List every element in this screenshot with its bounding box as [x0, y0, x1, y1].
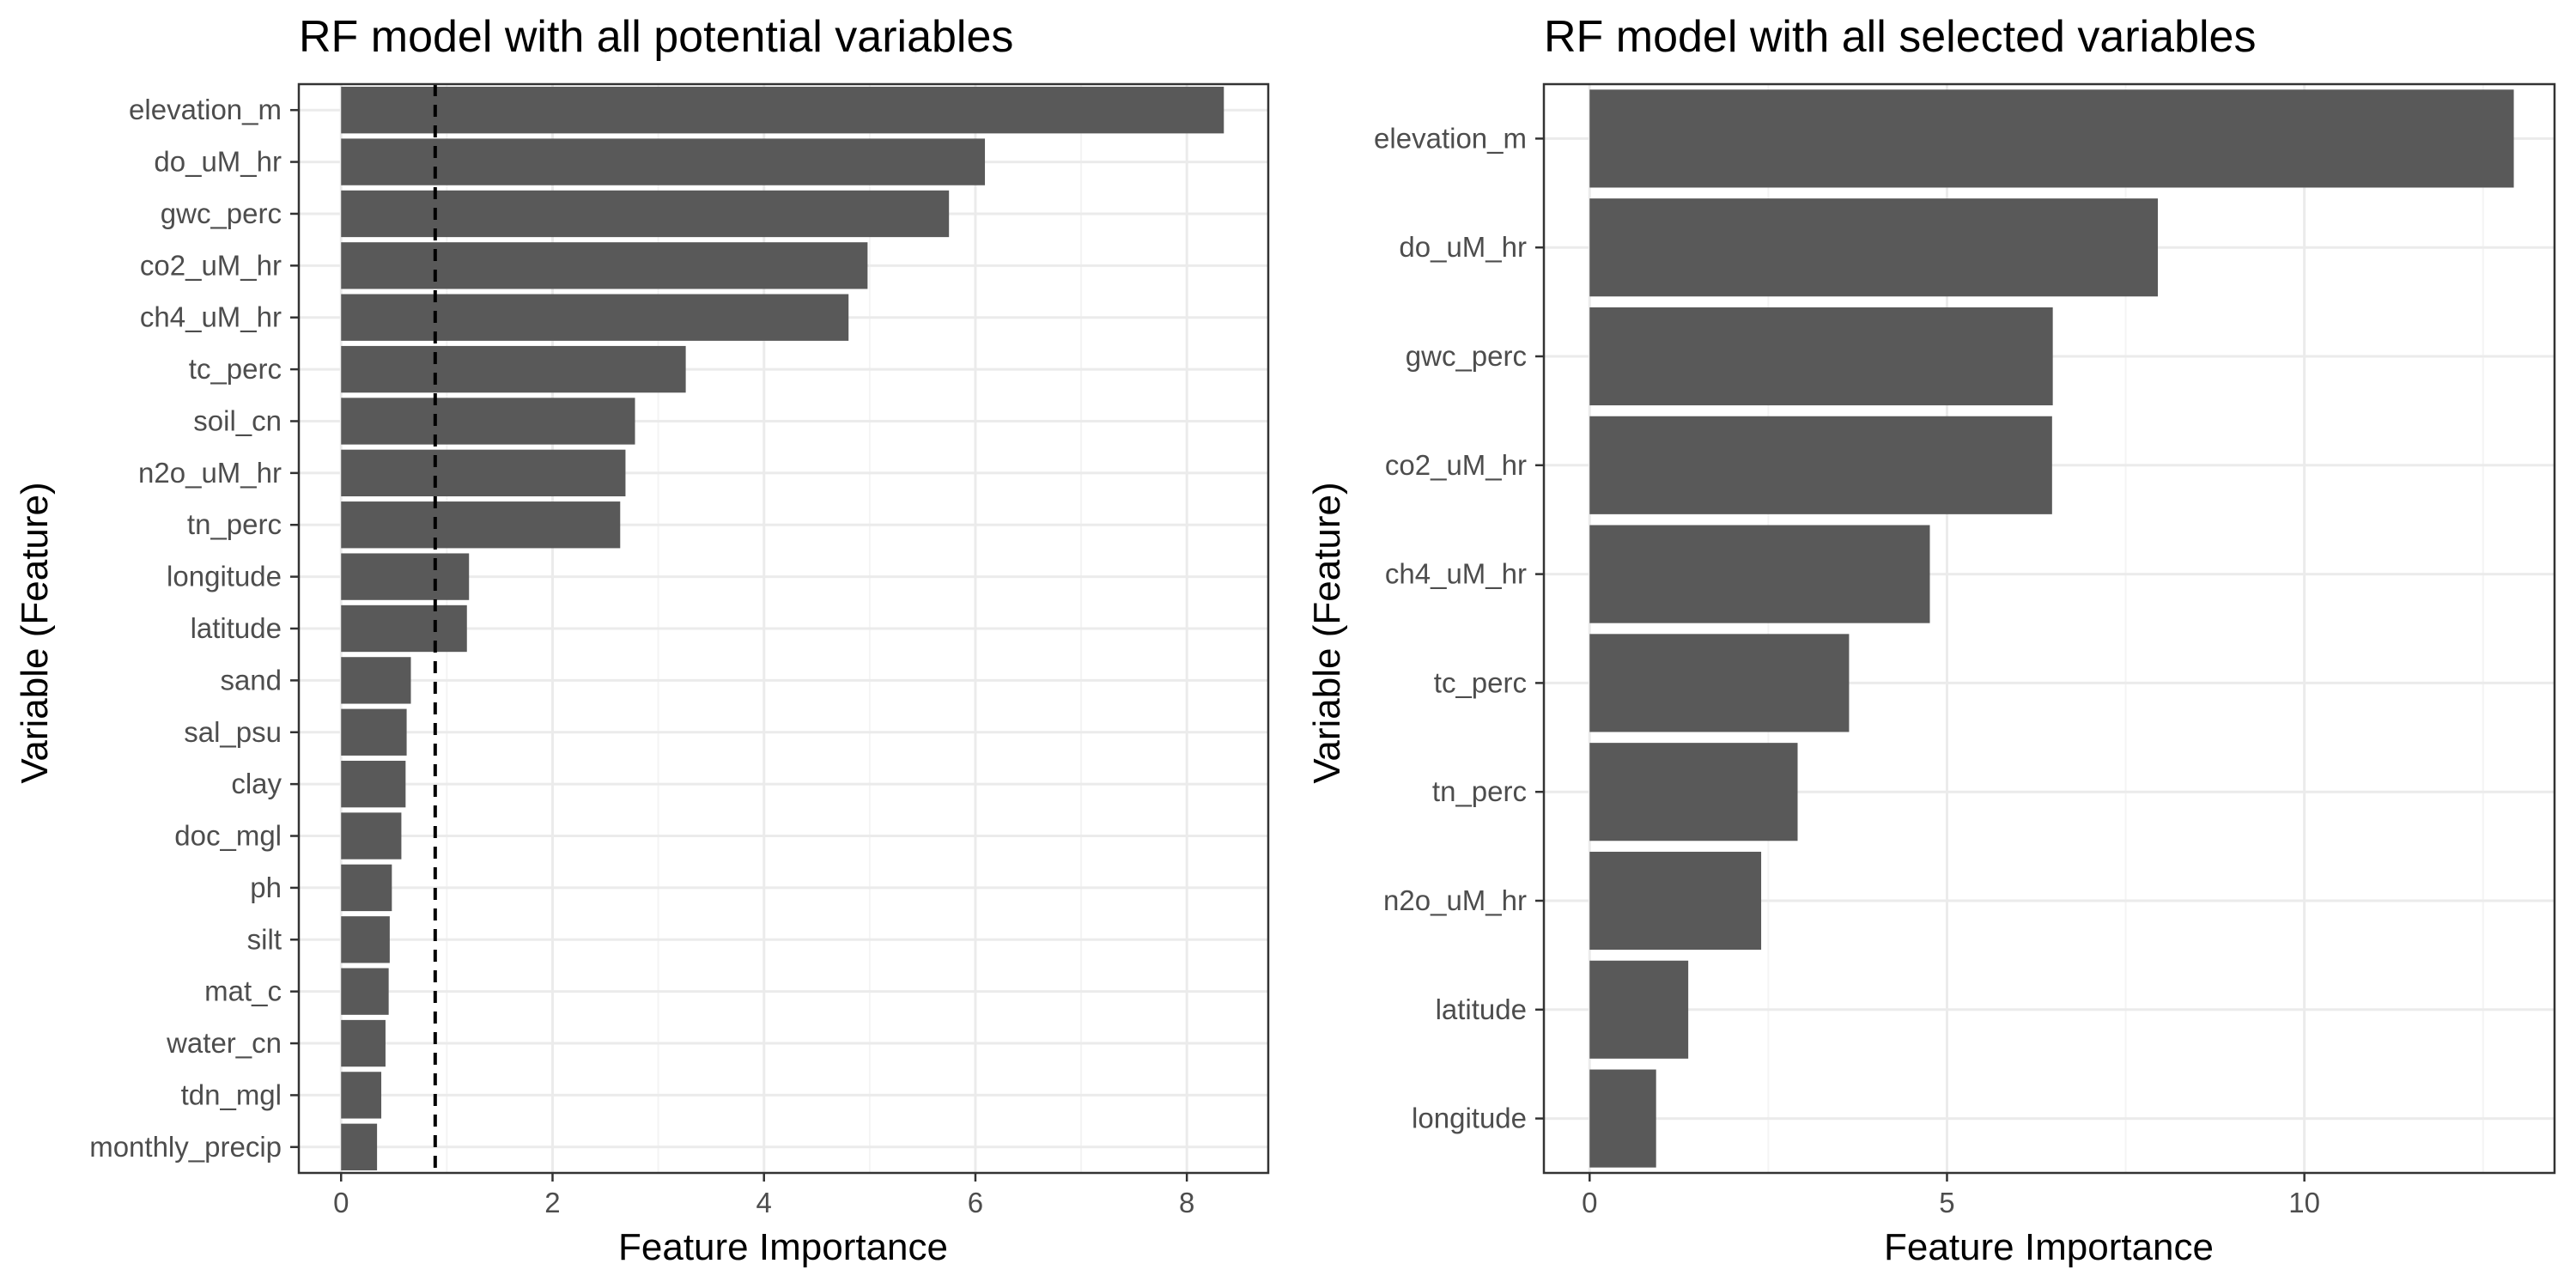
y-tick-label: water_cn [166, 1027, 282, 1059]
bar-longitude [341, 553, 470, 600]
bar-mat_c [341, 968, 389, 1015]
y-tick-label: silt [247, 923, 282, 955]
x-axis-title-left: Feature Importance [618, 1226, 948, 1268]
bar-sand [341, 657, 411, 704]
bar-sal_psu [341, 708, 407, 756]
bar-n2o_uM_hr [341, 449, 626, 497]
y-tick-label: ch4_uM_hr [140, 301, 282, 333]
y-tick-label: doc_mgl [174, 820, 282, 852]
y-tick-label: latitude [191, 612, 282, 644]
chart-right: RF model with all selected variables Fea… [1306, 12, 2556, 1268]
bar-gwc_perc [341, 190, 950, 238]
y-tick-label: sal_psu [184, 716, 282, 748]
bar-tc_perc [341, 345, 686, 393]
bars-left [341, 87, 1224, 1170]
y-tick-label: elevation_m [1374, 122, 1527, 154]
y-tick-label: do_uM_hr [1399, 231, 1527, 263]
x-tick-label: 4 [756, 1187, 772, 1218]
y-tick-label: gwc_perc [161, 197, 282, 229]
y-tick-label: sand [220, 664, 282, 696]
y-tick-label: longitude [167, 561, 282, 592]
chart-title-left: RF model with all potential variables [299, 12, 1013, 62]
y-tick-label: clay [231, 768, 282, 799]
y-tick-label: co2_uM_hr [1385, 449, 1527, 481]
bar-soil_cn [341, 398, 635, 445]
panel-border-right [1542, 82, 2556, 1175]
bar-co2_uM_hr [1589, 416, 2052, 514]
y-tick-label: ch4_uM_hr [1385, 558, 1527, 590]
bars-right [1589, 89, 2514, 1168]
x-tick-label: 5 [1939, 1187, 1954, 1218]
y-tick-label: ph [250, 872, 282, 903]
bar-ch4_uM_hr [341, 294, 849, 341]
y-tick-label: n2o_uM_hr [1383, 884, 1527, 916]
x-tick-label: 2 [544, 1187, 560, 1218]
bar-clay [341, 760, 406, 808]
x-tick-label: 6 [968, 1187, 983, 1218]
x-tick-label: 8 [1179, 1187, 1194, 1218]
y-tick-label: tn_perc [1432, 775, 1527, 807]
bar-silt [341, 916, 390, 963]
bar-elevation_m [341, 87, 1224, 134]
bar-tdn_mgl [341, 1072, 382, 1119]
bar-do_uM_hr [1589, 198, 2159, 297]
y-tick-label: latitude [1436, 993, 1527, 1025]
bar-monthly_precip [341, 1123, 378, 1170]
y-axis-title-right: Variable (Feature) [1306, 482, 1348, 783]
bar-do_uM_hr [341, 138, 986, 185]
y-ticks-right: elevation_m do_uM_hr gwc_perc co2_uM_hr ch4_… [1374, 122, 1544, 1134]
y-tick-label: soil_cn [193, 404, 282, 436]
y-tick-label: co2_uM_hr [140, 249, 282, 281]
y-tick-label: mat_c [204, 975, 282, 1007]
y-tick-label: tn_perc [187, 508, 282, 540]
bar-gwc_perc [1589, 307, 2053, 406]
bar-latitude [341, 605, 467, 653]
x-ticks-left: 0 2 4 6 8 [333, 1173, 1194, 1218]
y-tick-label: do_uM_hr [154, 146, 282, 178]
bar-doc_mgl [341, 812, 402, 860]
chart-left: RF model with all potential variables Fe… [14, 12, 1270, 1268]
y-tick-label: tc_perc [189, 353, 282, 385]
chart-title-right: RF model with all selected variables [1544, 12, 2256, 62]
bar-tc_perc [1589, 634, 1850, 732]
bar-water_cn [341, 1019, 386, 1067]
bar-elevation_m [1589, 89, 2514, 188]
y-axis-title-left: Variable (Feature) [14, 482, 56, 783]
y-ticks-left: elevation_m do_uM_hr gwc_perc co2_uM_hr ch4_… [89, 94, 299, 1163]
y-tick-label: monthly_precip [89, 1131, 282, 1163]
x-tick-label: 10 [2288, 1187, 2320, 1218]
bar-tn_perc [341, 501, 621, 549]
y-tick-label: n2o_uM_hr [138, 457, 282, 489]
x-tick-label: 0 [1582, 1187, 1597, 1218]
bar-ch4_uM_hr [1589, 525, 1930, 623]
y-tick-label: elevation_m [129, 94, 282, 125]
x-tick-label: 0 [333, 1187, 349, 1218]
bar-ph [341, 864, 392, 912]
y-tick-label: tdn_mgl [181, 1078, 282, 1110]
bar-longitude [1589, 1069, 1656, 1168]
y-tick-label: gwc_perc [1406, 340, 1527, 372]
bar-latitude [1589, 960, 1689, 1059]
bar-n2o_uM_hr [1589, 851, 1762, 951]
x-axis-title-right: Feature Importance [1884, 1226, 2214, 1268]
bar-tn_perc [1589, 743, 1798, 841]
bar-co2_uM_hr [341, 242, 868, 289]
x-ticks-right: 0 5 10 [1582, 1173, 2320, 1218]
y-tick-label: longitude [1412, 1103, 1527, 1134]
y-tick-label: tc_perc [1434, 666, 1527, 698]
